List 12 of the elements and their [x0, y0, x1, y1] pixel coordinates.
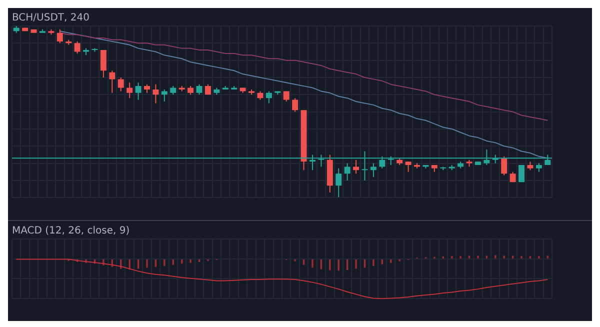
chart-title: MACD (12, 26, close, 9)	[12, 226, 130, 237]
chart-title: BCH/USDT, 240	[12, 12, 90, 24]
candlestick	[248, 89, 255, 95]
candlestick	[518, 164, 525, 182]
candlestick	[466, 160, 472, 167]
candlestick	[474, 162, 481, 165]
candlestick	[274, 91, 281, 95]
candlestick	[39, 29, 46, 33]
candlestick	[30, 29, 37, 33]
candlestick	[22, 28, 28, 32]
candlestick	[48, 29, 54, 35]
candlestick	[448, 164, 455, 170]
